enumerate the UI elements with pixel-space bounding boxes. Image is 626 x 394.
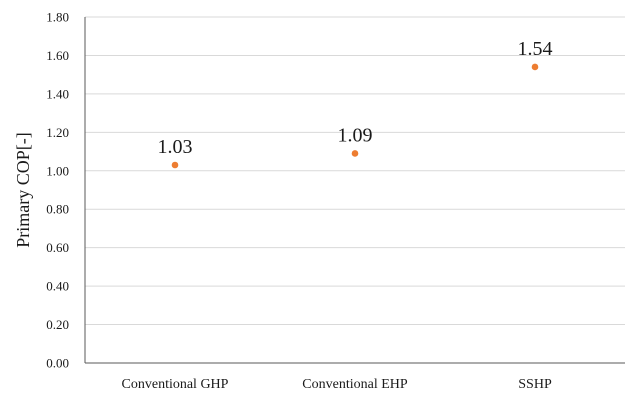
y-tick-labels: 0.00 0.20 0.40 0.60 0.80 1.00 1.20 1.40 1.60 1.80 (46, 10, 69, 371)
y-tick-label: 1.60 (46, 48, 69, 63)
data-labels: 1.03 1.09 1.54 (158, 38, 553, 158)
x-category-label: Conventional GHP (122, 377, 229, 392)
y-tick-label: 0.80 (46, 202, 69, 217)
y-tick-label: 1.40 (46, 86, 69, 101)
y-tick-label: 0.60 (46, 240, 69, 255)
y-tick-label: 0.20 (46, 317, 69, 332)
data-label: 1.09 (338, 124, 373, 146)
y-tick-label: 0.00 (46, 356, 69, 371)
y-tick-label: 1.00 (46, 163, 69, 178)
data-points (171, 63, 539, 169)
y-tick-label: 1.80 (46, 10, 69, 25)
data-point (351, 150, 359, 157)
x-category-label: SSHP (518, 377, 552, 392)
data-label: 1.54 (518, 38, 553, 60)
y-axis-title: Primary COP[-] (13, 132, 33, 248)
x-category-labels: Conventional GHP Conventional EHP SSHP (122, 377, 552, 392)
data-label: 1.03 (158, 136, 193, 158)
gridlines (85, 16, 625, 326)
data-point (171, 161, 179, 169)
y-tick-label: 1.20 (46, 125, 69, 140)
y-tick-label: 0.40 (46, 279, 69, 294)
data-point (531, 63, 539, 71)
x-category-label: Conventional EHP (302, 377, 408, 392)
axes (84, 17, 625, 364)
